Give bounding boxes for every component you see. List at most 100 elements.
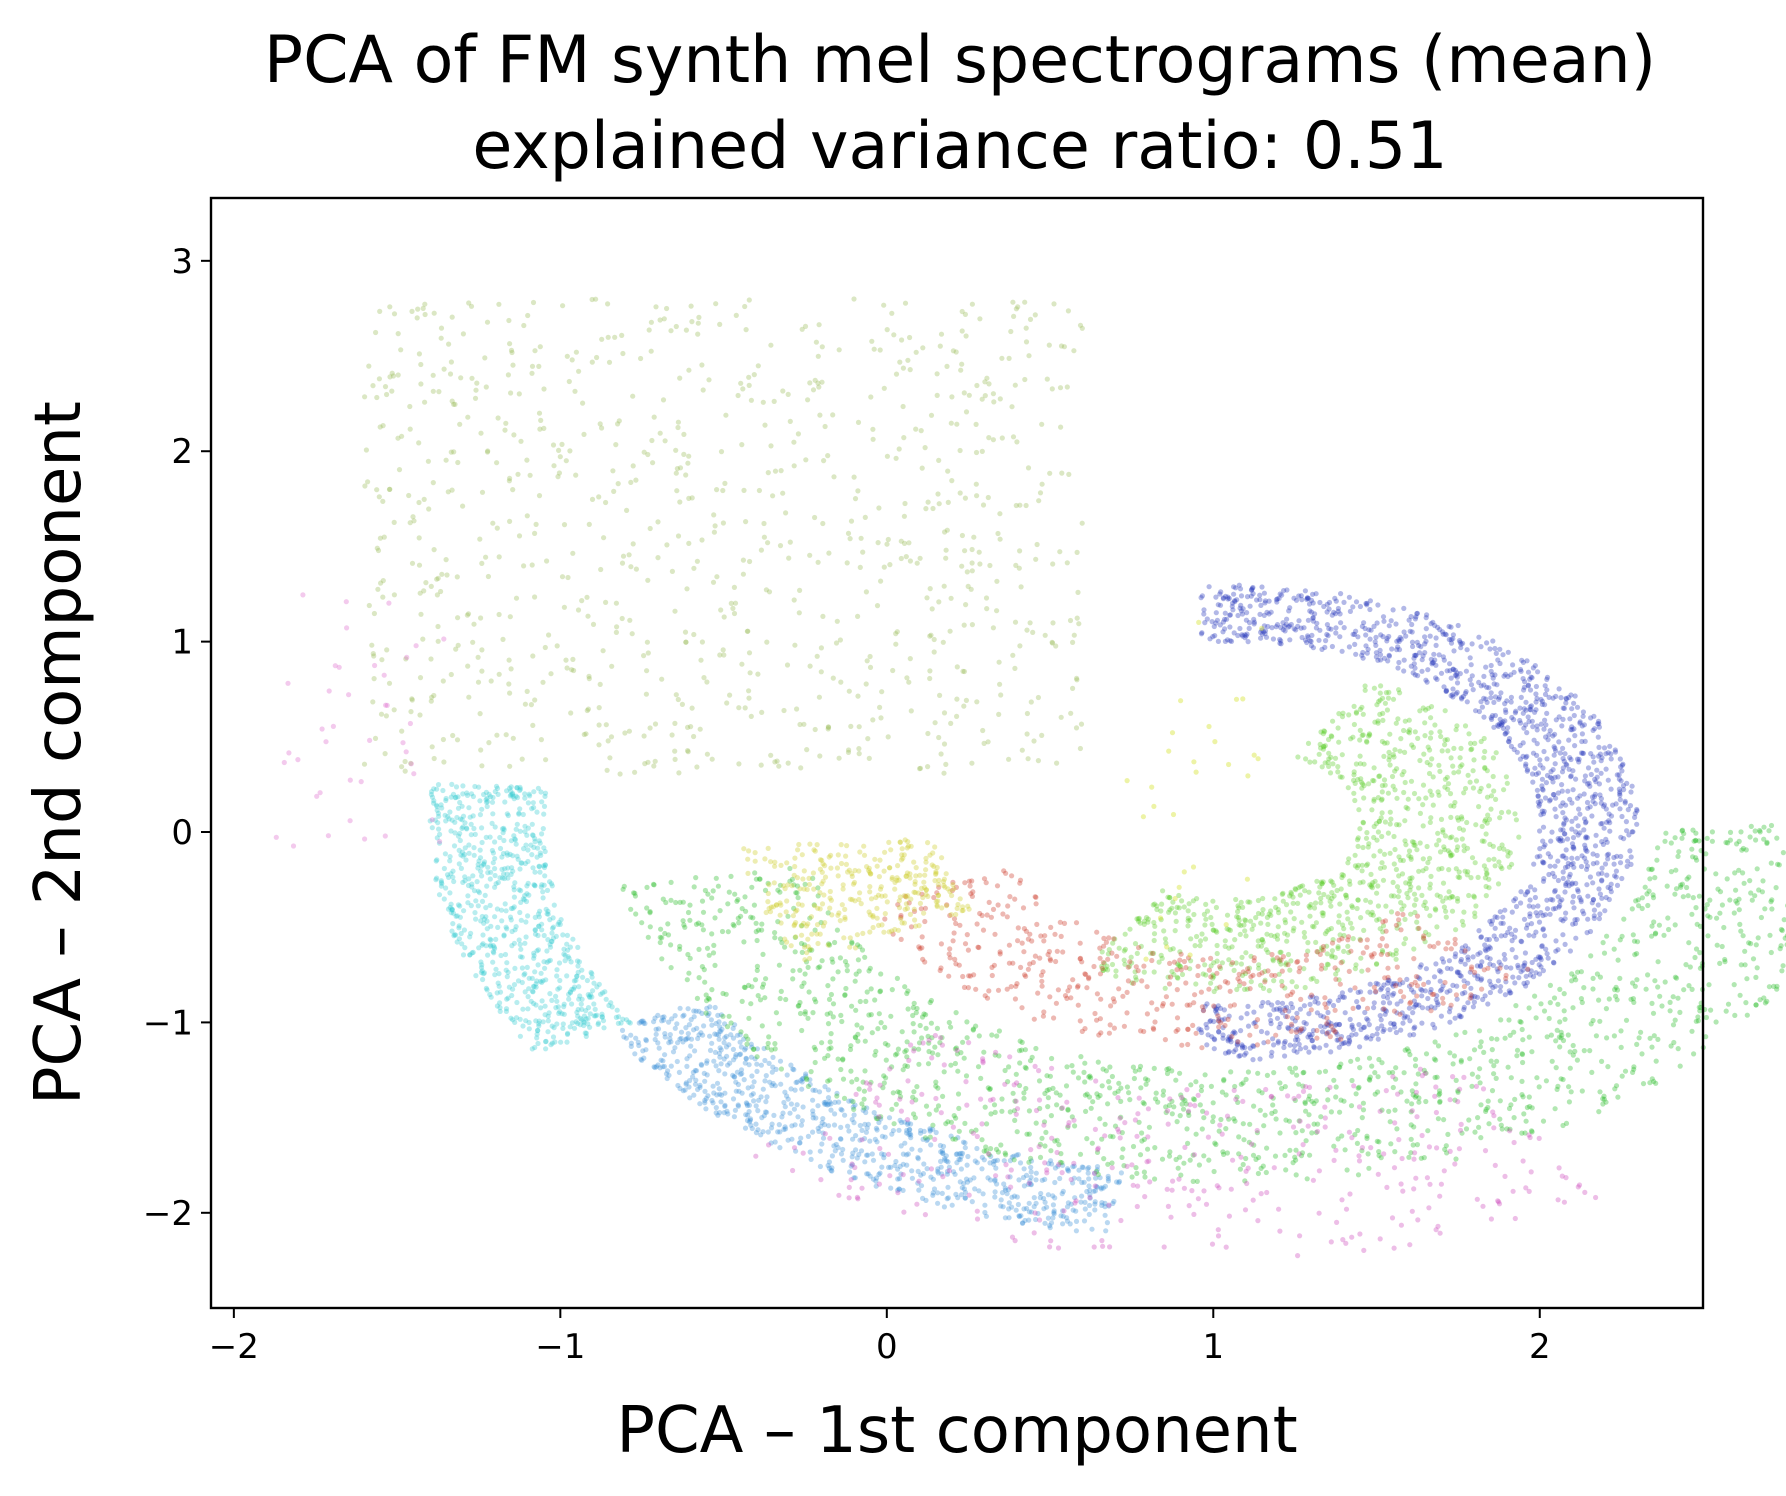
data-point [1262, 628, 1269, 634]
data-point [1707, 914, 1713, 920]
data-point [1201, 1153, 1207, 1159]
data-point [1363, 897, 1369, 903]
data-point [518, 888, 524, 894]
data-point [787, 1110, 793, 1116]
data-point [1542, 912, 1549, 918]
data-point [1667, 1008, 1673, 1014]
data-point [1469, 1071, 1475, 1077]
data-point [1643, 986, 1649, 992]
data-point [1492, 983, 1498, 989]
data-point [1197, 943, 1203, 949]
data-point [1294, 1010, 1300, 1016]
data-point [1419, 1020, 1425, 1026]
data-point [1336, 1021, 1343, 1028]
data-point [1606, 818, 1612, 824]
data-point [1412, 1063, 1419, 1069]
data-point [1349, 1077, 1355, 1084]
data-point [1489, 918, 1495, 924]
data-point [1491, 724, 1497, 730]
data-point [1319, 646, 1325, 653]
data-point [566, 955, 572, 961]
data-point [1576, 756, 1582, 763]
data-point [1416, 1002, 1422, 1008]
data-point [709, 987, 715, 993]
data-point [1588, 715, 1594, 721]
data-point [1152, 1176, 1158, 1182]
data-point [1514, 1047, 1521, 1053]
data-point [468, 821, 474, 827]
data-point [869, 1030, 875, 1036]
data-point [784, 1072, 790, 1078]
data-point [1604, 819, 1610, 825]
data-point [1450, 1061, 1456, 1067]
data-point [1457, 671, 1463, 677]
data-point [1552, 887, 1558, 894]
data-point [1689, 911, 1695, 917]
data-point [1268, 1053, 1274, 1059]
data-point [1276, 595, 1282, 602]
data-point [1474, 994, 1481, 1000]
data-point [455, 805, 462, 811]
data-point [1239, 611, 1246, 617]
data-point [485, 870, 491, 876]
data-point [1257, 592, 1263, 598]
data-point [713, 875, 719, 881]
data-point [1593, 1033, 1599, 1039]
data-point [1628, 854, 1634, 860]
data-point [1596, 886, 1602, 892]
data-point [1546, 871, 1552, 878]
data-point [619, 1027, 626, 1033]
data-point [748, 914, 754, 920]
data-point [915, 1156, 921, 1162]
data-point [1433, 997, 1439, 1003]
data-point [628, 906, 634, 912]
data-point [1570, 860, 1576, 866]
data-point [1401, 629, 1407, 635]
data-point [683, 1080, 689, 1086]
data-point [549, 1023, 555, 1029]
data-point [937, 1142, 944, 1149]
data-point [1335, 608, 1341, 614]
data-point [481, 920, 487, 926]
data-point [667, 1032, 673, 1038]
data-point [1497, 646, 1503, 652]
data-point [517, 786, 524, 792]
data-point [1450, 636, 1456, 642]
data-point [1218, 1116, 1224, 1123]
data-point [1625, 807, 1631, 813]
data-point [1400, 980, 1406, 986]
data-point [1714, 915, 1720, 921]
data-point [435, 820, 441, 826]
data-point [1021, 1166, 1027, 1172]
data-point [941, 1204, 948, 1210]
data-point [1278, 641, 1284, 647]
data-point [869, 1151, 875, 1157]
data-point [1413, 896, 1419, 903]
data-point [479, 873, 485, 879]
data-point [1476, 1028, 1483, 1034]
data-point [1278, 638, 1284, 644]
data-point [1562, 889, 1568, 895]
data-point [1328, 1049, 1334, 1055]
data-point [433, 858, 439, 864]
data-point [856, 1086, 862, 1092]
data-point [1307, 994, 1313, 1000]
data-point [561, 1004, 567, 1010]
data-point [1391, 861, 1397, 867]
data-point [702, 1088, 708, 1094]
data-point [1409, 639, 1416, 645]
data-point [1089, 1140, 1095, 1146]
data-point [1185, 923, 1191, 929]
data-point [492, 914, 498, 920]
data-point [935, 1200, 941, 1206]
data-point [1234, 1039, 1240, 1045]
data-point [1585, 893, 1591, 899]
data-point [1546, 694, 1552, 701]
data-point [1410, 670, 1416, 676]
data-point [827, 1039, 833, 1045]
data-point [1386, 653, 1392, 659]
data-point [1468, 985, 1474, 991]
data-point [1353, 628, 1359, 634]
data-point [1611, 861, 1617, 867]
